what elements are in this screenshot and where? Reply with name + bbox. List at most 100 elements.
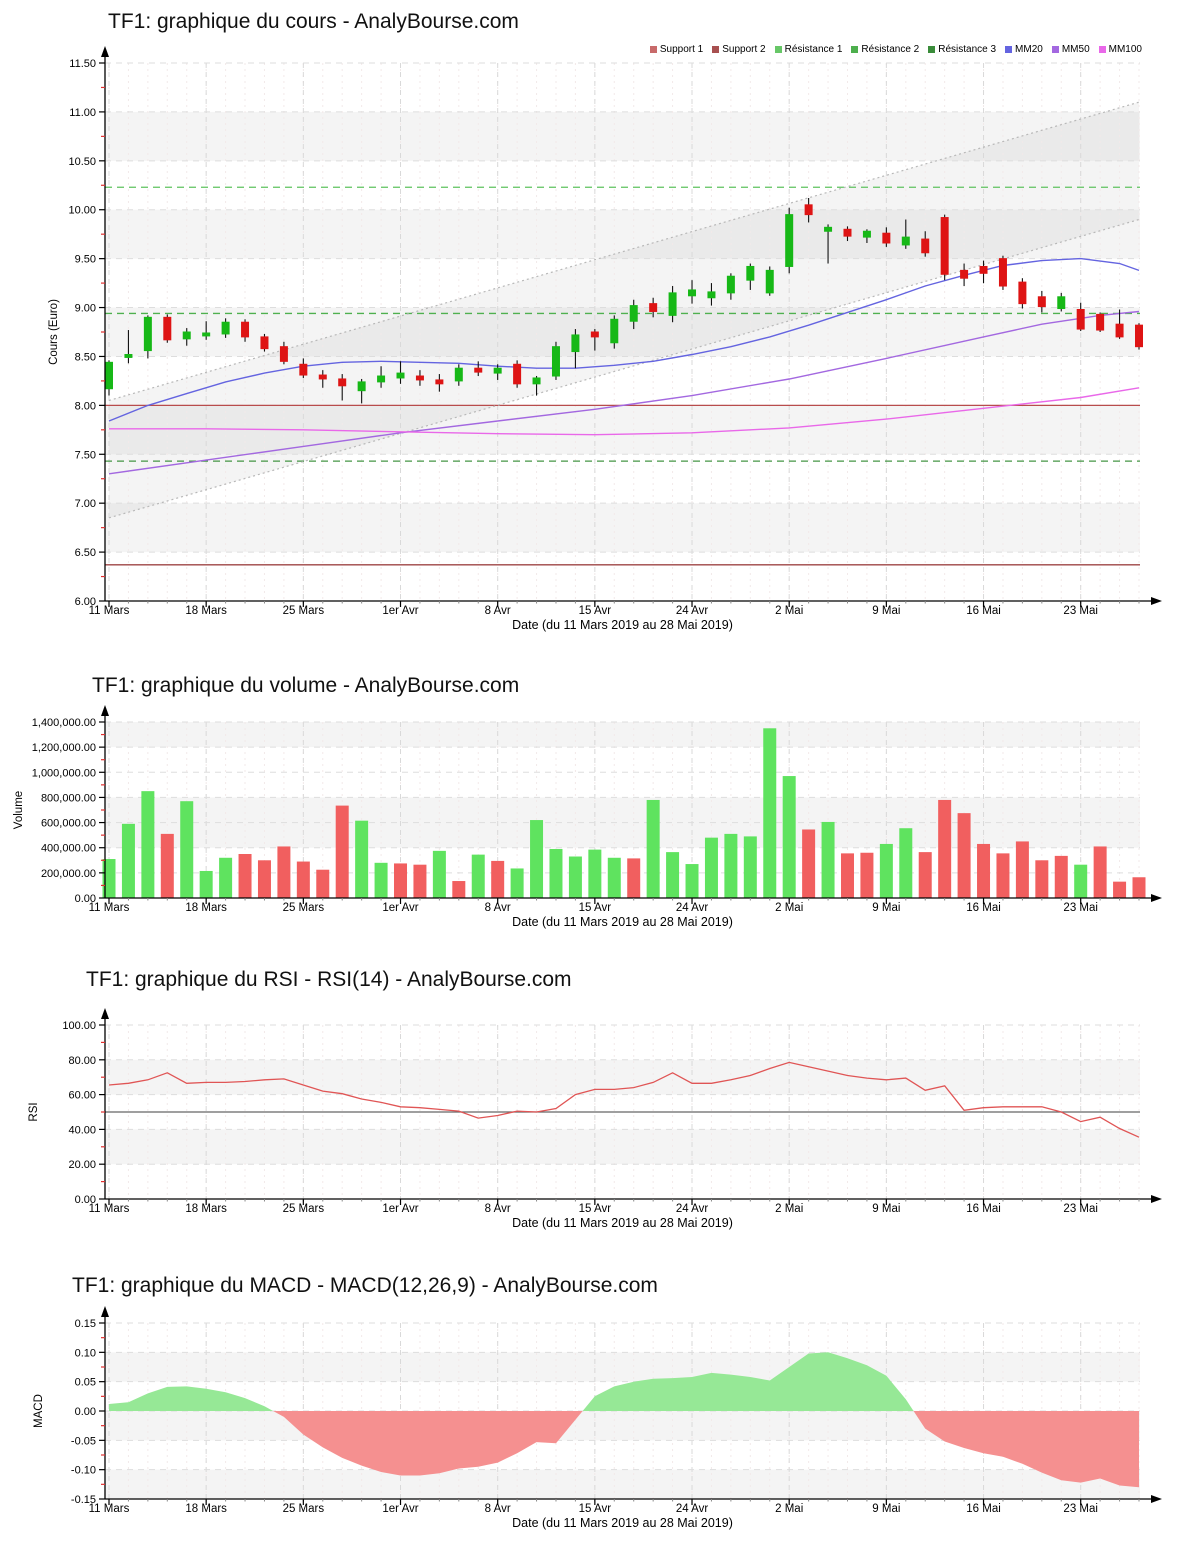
candle-body bbox=[1135, 324, 1143, 348]
x-tick-label: 8 Avr bbox=[485, 605, 511, 617]
y-axis-arrow-icon bbox=[101, 705, 109, 716]
x-tick-label: 24 Avr bbox=[676, 605, 709, 617]
y-tick-label: 1,400,000.00 bbox=[32, 717, 96, 729]
candle-body bbox=[435, 379, 444, 385]
volume-bar bbox=[685, 864, 699, 898]
volume-bands bbox=[105, 722, 1140, 848]
candle-body bbox=[746, 265, 755, 281]
volume-axes: 0.00 200,000.00 400,000.00 600,000.00 800,00… bbox=[13, 705, 1162, 929]
volume-bar bbox=[452, 881, 466, 898]
candle-body bbox=[299, 363, 308, 376]
legend-label: Résistance 3 bbox=[938, 44, 997, 55]
volume-bar bbox=[666, 852, 680, 898]
candle-body bbox=[1115, 323, 1124, 338]
rsi-axes: 0.00 20.00 40.00 60.00 80.00 100.00 11 Mars 18 … bbox=[28, 1008, 1162, 1230]
price-bands bbox=[105, 111, 1140, 553]
x-tick-label: 9 Mai bbox=[872, 1203, 900, 1215]
legend-item-mm100: MM100 bbox=[1098, 44, 1142, 55]
volume-bar bbox=[180, 801, 194, 898]
candle-body bbox=[1037, 296, 1046, 308]
rsi-bands bbox=[105, 1059, 1140, 1165]
macd-axes: -0.15 -0.10 -0.05 0.00 0.05 0.10 0.15 11 Mars 18… bbox=[33, 1306, 1162, 1530]
volume-bar bbox=[121, 823, 135, 898]
volume-bar bbox=[607, 857, 621, 898]
x-tick-label: 11 Mars bbox=[89, 1503, 130, 1515]
legend-label: Support 1 bbox=[659, 44, 704, 55]
x-tick-label: 23 Mai bbox=[1063, 902, 1098, 914]
volume-bar bbox=[782, 776, 796, 898]
legend-label: Résistance 1 bbox=[784, 44, 843, 55]
legend-item-r-sistance-1: Résistance 1 bbox=[774, 44, 843, 55]
y-tick-label: 1,200,000.00 bbox=[32, 742, 96, 754]
legend-label: Support 2 bbox=[722, 44, 766, 55]
y-tick-label: 800,000.00 bbox=[41, 792, 96, 804]
x-tick-label: 15 Avr bbox=[579, 1503, 612, 1515]
x-axis-arrow-icon bbox=[1151, 597, 1162, 605]
y-tick-label: 10.00 bbox=[68, 205, 96, 217]
legend-swatch-icon bbox=[1005, 46, 1013, 53]
volume-bar bbox=[374, 862, 388, 898]
x-tick-label: 24 Avr bbox=[676, 902, 709, 914]
volume-bar bbox=[840, 853, 854, 898]
candle-body bbox=[649, 303, 658, 312]
candle-body bbox=[998, 258, 1007, 287]
legend-label: Résistance 2 bbox=[861, 44, 920, 55]
volume-bar bbox=[802, 829, 816, 898]
candle-body bbox=[279, 346, 288, 362]
volume-x-axis-title: Date (du 11 Mars 2019 au 28 Mai 2019) bbox=[512, 915, 733, 929]
macd-x-axis-title: Date (du 11 Mars 2019 au 28 Mai 2019) bbox=[512, 1516, 733, 1530]
y-tick-label: 11.50 bbox=[69, 58, 96, 70]
y-axis-arrow-icon bbox=[101, 1306, 109, 1317]
y-tick-label: 400,000.00 bbox=[41, 843, 96, 855]
candle-body bbox=[1076, 309, 1085, 330]
x-tick-label: 2 Mai bbox=[775, 902, 803, 914]
volume-bars bbox=[102, 728, 1146, 898]
y-tick-label: -0.10 bbox=[71, 1465, 96, 1477]
candle-body bbox=[804, 204, 813, 216]
y-tick-label: 0.05 bbox=[75, 1377, 96, 1389]
candle-body bbox=[1057, 296, 1066, 310]
volume-bar bbox=[1035, 860, 1049, 898]
y-tick-label: 80.00 bbox=[68, 1055, 96, 1067]
volume-bar bbox=[102, 859, 116, 898]
x-tick-label: 23 Mai bbox=[1063, 605, 1098, 617]
volume-chart-title: TF1: graphique du volume - AnalyBourse.c… bbox=[92, 674, 520, 697]
x-tick-label: 16 Mai bbox=[966, 605, 1001, 617]
macd-bands bbox=[105, 1352, 1140, 1499]
legend-item-support-2: Support 2 bbox=[712, 44, 766, 55]
volume-bar bbox=[821, 821, 835, 898]
legend-item-support-1: Support 1 bbox=[649, 44, 704, 55]
candle-body bbox=[105, 361, 113, 390]
candle-body bbox=[862, 230, 871, 238]
candle-body bbox=[415, 375, 424, 381]
volume-bar bbox=[413, 864, 427, 898]
y-tick-label: 7.50 bbox=[75, 449, 96, 461]
legend-label: MM20 bbox=[1015, 44, 1043, 55]
x-tick-label: 11 Mars bbox=[89, 605, 130, 617]
volume-bar bbox=[491, 860, 505, 898]
y-tick-label: 0.15 bbox=[75, 1318, 96, 1330]
trend-channel-fill bbox=[109, 102, 1139, 518]
candle-body bbox=[765, 269, 774, 294]
volume-bar bbox=[1015, 841, 1029, 898]
volume-bar bbox=[1113, 881, 1127, 898]
candle-body bbox=[960, 269, 969, 279]
x-tick-label: 9 Mai bbox=[872, 605, 900, 617]
y-tick-label: 9.00 bbox=[75, 303, 96, 315]
x-tick-label: 9 Mai bbox=[872, 902, 900, 914]
candle-body bbox=[726, 275, 735, 294]
x-tick-label: 25 Mars bbox=[283, 605, 325, 617]
y-tick-label: 0.10 bbox=[75, 1347, 96, 1359]
volume-bar bbox=[588, 849, 602, 898]
volume-bar bbox=[335, 805, 349, 898]
candle-body bbox=[396, 372, 405, 379]
candle-body bbox=[532, 377, 541, 385]
x-tick-label: 23 Mai bbox=[1063, 1203, 1098, 1215]
x-tick-label: 1er Avr bbox=[382, 605, 418, 617]
chart-volume: 0.00 200,000.00 400,000.00 600,000.00 800,00… bbox=[13, 705, 1162, 929]
candle-body bbox=[202, 332, 211, 337]
x-tick-label: 15 Avr bbox=[579, 1203, 612, 1215]
rsi-x-axis-title: Date (du 11 Mars 2019 au 28 Mai 2019) bbox=[512, 1216, 733, 1230]
y-tick-label: 600,000.00 bbox=[41, 818, 96, 830]
